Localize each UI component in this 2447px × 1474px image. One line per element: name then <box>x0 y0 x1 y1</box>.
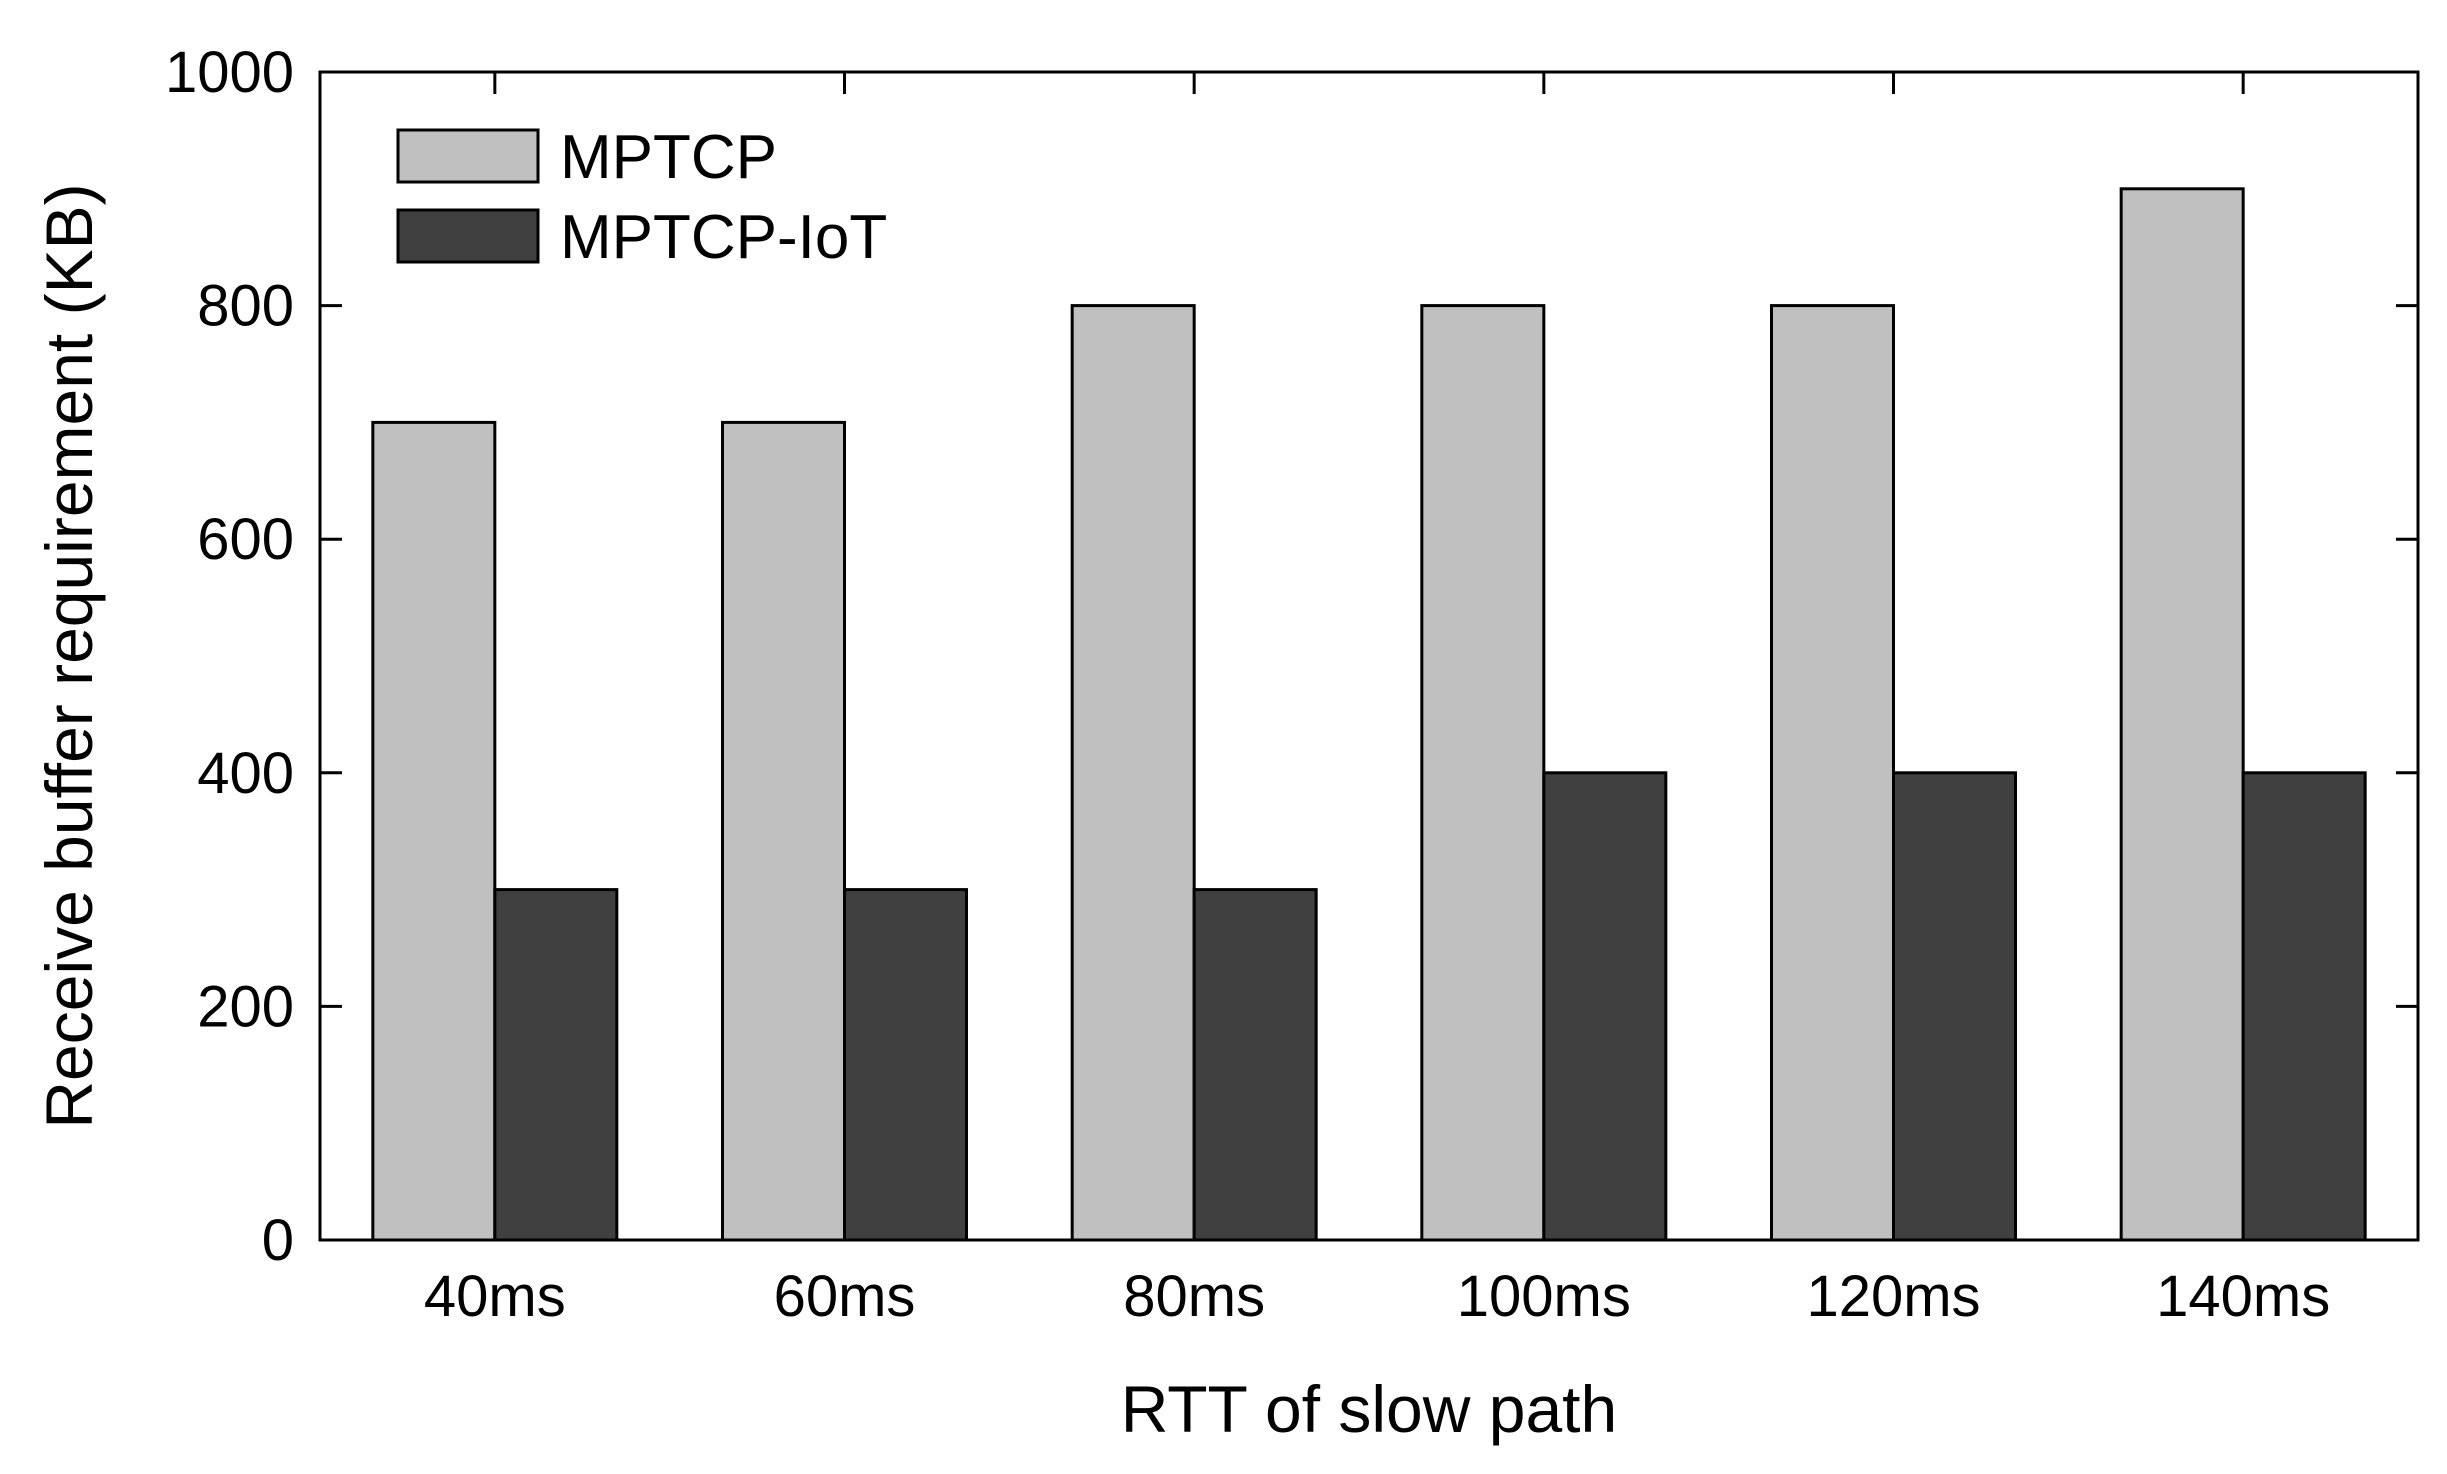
legend-swatch-mptcp-iot <box>396 208 540 264</box>
y-tick-labels: 0 200 400 600 800 1000 <box>165 40 294 1273</box>
bar-mptcp-iot-100ms <box>1542 771 1668 1242</box>
bar-mptcp-40ms <box>371 420 497 1242</box>
bar-mptcp-100ms <box>1420 304 1546 1242</box>
bar-mptcp-iot-140ms <box>2241 771 2367 1242</box>
legend-label-mptcp: MPTCP <box>560 123 777 192</box>
legend: MPTCP MPTCP-IoT <box>396 123 887 272</box>
plot-frame <box>318 70 2420 1242</box>
xtick-label-120ms: 120ms <box>1806 1264 1980 1329</box>
bars-group <box>371 187 2367 1242</box>
ytick-label-0: 0 <box>262 1208 294 1273</box>
xtick-label-80ms: 80ms <box>1123 1264 1265 1329</box>
bar-mptcp-iot-80ms <box>1192 888 1318 1242</box>
x-tick-labels: 40ms 60ms 80ms 100ms 120ms 140ms <box>424 1264 2330 1329</box>
xtick-label-100ms: 100ms <box>1457 1264 1631 1329</box>
ytick-label-600: 600 <box>197 507 294 572</box>
bar-mptcp-iot-60ms <box>843 888 968 1242</box>
legend-label-mptcp-iot: MPTCP-IoT <box>560 203 887 272</box>
xtick-label-140ms: 140ms <box>2156 1264 2330 1329</box>
legend-swatch-mptcp <box>396 128 540 184</box>
ytick-label-200: 200 <box>197 974 294 1039</box>
y-axis-title: Receive buffer requirement (KB) <box>32 183 106 1128</box>
bar-mptcp-120ms <box>1770 304 1895 1242</box>
bar-mptcp-iot-40ms <box>493 888 619 1242</box>
xtick-label-40ms: 40ms <box>424 1264 566 1329</box>
bar-mptcp-60ms <box>721 420 846 1242</box>
bar-mptcp-iot-120ms <box>1892 771 2017 1242</box>
x-axis-title: RTT of slow path <box>1121 1372 1617 1446</box>
ytick-label-400: 400 <box>197 741 294 806</box>
bar-mptcp-140ms <box>2119 187 2245 1242</box>
ytick-label-800: 800 <box>197 274 294 339</box>
ytick-label-1000: 1000 <box>165 40 294 105</box>
axis-ticks <box>320 70 2418 1242</box>
xtick-label-60ms: 60ms <box>774 1264 916 1329</box>
bar-mptcp-80ms <box>1070 304 1196 1242</box>
